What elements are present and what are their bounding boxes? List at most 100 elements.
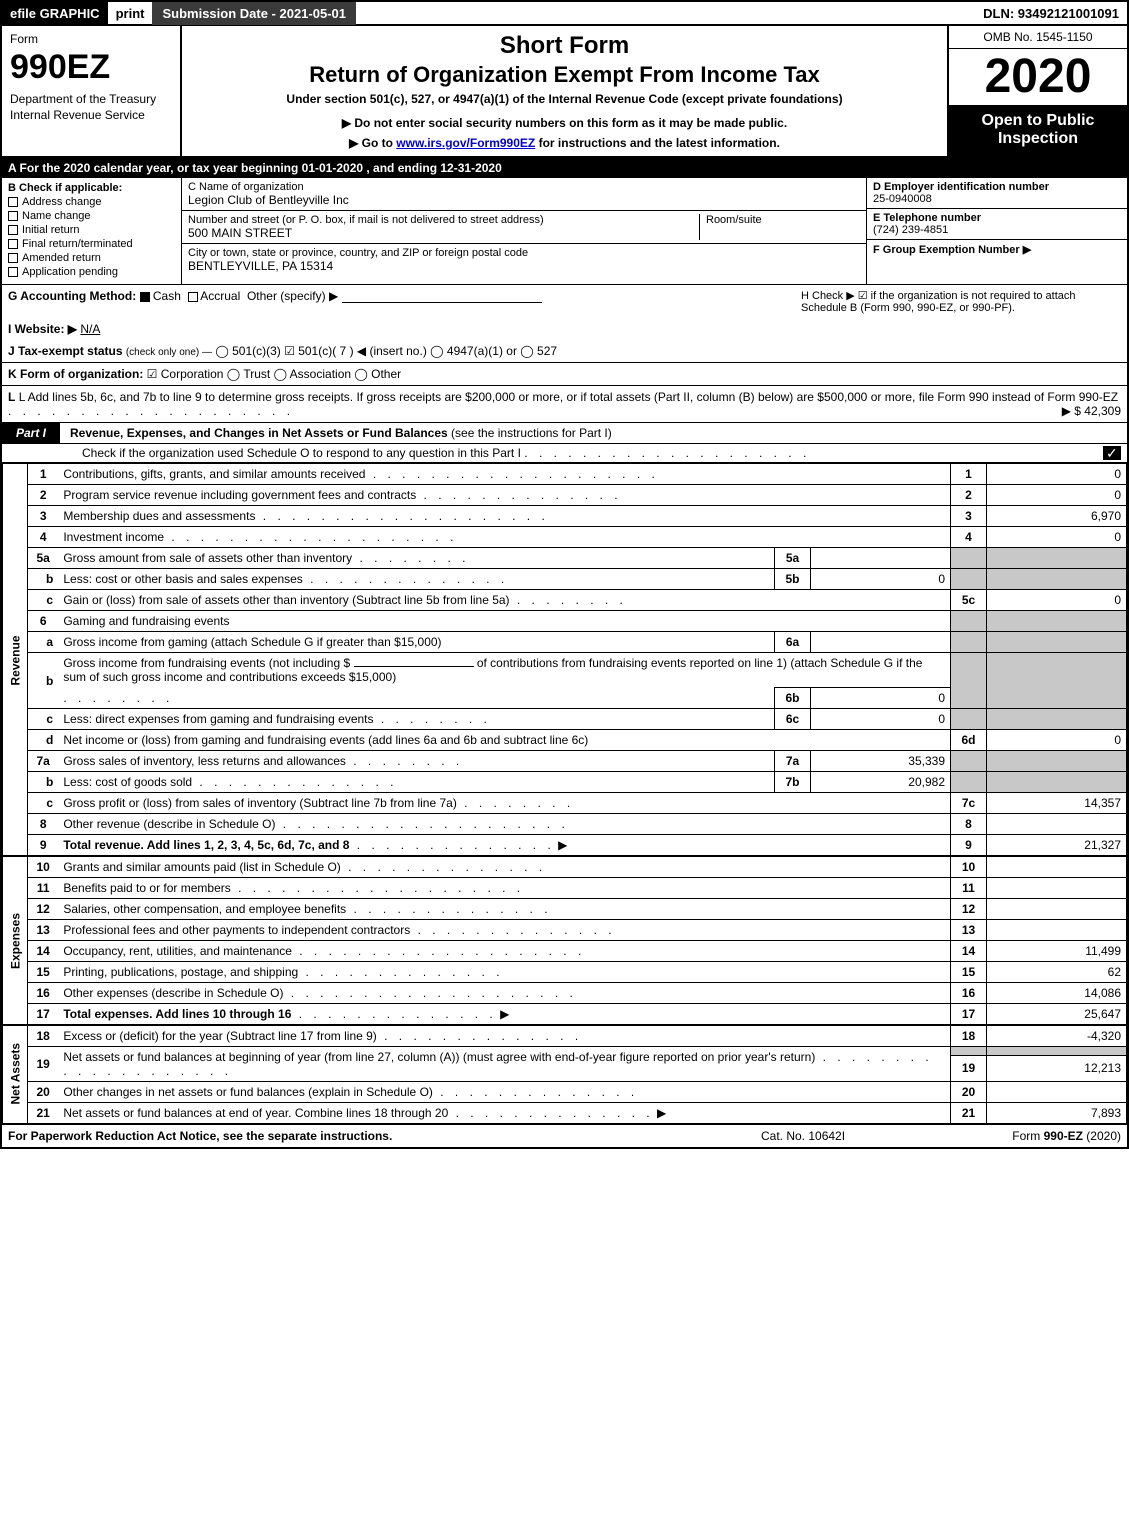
line-6b-no: b [28,653,59,709]
part1-schedule-o-checkbox[interactable] [1103,446,1121,460]
part1-sub: Check if the organization used Schedule … [2,444,1103,462]
part1-title-text: Revenue, Expenses, and Changes in Net As… [70,426,448,440]
line-19-desc: Net assets or fund balances at beginning… [58,1047,950,1082]
line-6c-iv: 0 [811,709,951,730]
line-15-desc: Printing, publications, postage, and shi… [58,962,950,983]
col-b-checkboxes: B Check if applicable: Address change Na… [2,178,182,284]
line-20-no: 20 [28,1082,59,1103]
line-18-rv: -4,320 [987,1025,1127,1047]
checkbox-cash[interactable] [140,292,150,302]
part1-header: Part I Revenue, Expenses, and Changes in… [2,423,1127,444]
g-accrual: Accrual [200,289,240,303]
line-6b-shaded [951,653,987,709]
line-18-rl: 18 [951,1025,987,1047]
phone-value: (724) 239-4851 [873,224,1121,236]
line-9-desc: Total revenue. Add lines 1, 2, 3, 4, 5c,… [58,835,950,857]
line-14-rl: 14 [951,941,987,962]
line-6c-shaded2 [987,709,1127,730]
checkbox-name-change[interactable] [8,211,18,221]
checkbox-initial-return[interactable] [8,225,18,235]
line-17-rv: 25,647 [987,1004,1127,1026]
l-text: L Add lines 5b, 6c, and 7b to line 9 to … [19,390,1118,404]
ein-label: D Employer identification number [873,181,1121,193]
j-opts: ◯ 501(c)(3) ☑ 501(c)( 7 ) ◀ (insert no.)… [215,344,557,358]
line-1-rl: 1 [951,464,987,485]
line-12-desc: Salaries, other compensation, and employ… [58,899,950,920]
return-subtitle: Under section 501(c), 527, or 4947(a)(1)… [192,92,937,106]
line-8-rl: 8 [951,814,987,835]
line-6d-rv: 0 [987,730,1127,751]
short-form-title: Short Form [192,32,937,60]
line-6c-shaded [951,709,987,730]
line-21-rl: 21 [951,1103,987,1124]
line-6-no: 6 [28,611,59,632]
g-other: Other (specify) ▶ [247,289,338,303]
line-6a-il: 6a [775,632,811,653]
efile-graphic-label: efile GRAPHIC [2,2,108,25]
line-10-rl: 10 [951,856,987,878]
line-8-no: 8 [28,814,59,835]
line-7a-no: 7a [28,751,59,772]
dept-treasury: Department of the Treasury [10,92,172,108]
line-6d-desc: Net income or (loss) from gaming and fun… [58,730,950,751]
goto-suffix: for instructions and the latest informat… [535,136,780,150]
line-17-no: 17 [28,1004,59,1026]
irs-link[interactable]: www.irs.gov/Form990EZ [396,136,535,150]
line-6d-no: d [28,730,59,751]
checkbox-amended-return[interactable] [8,253,18,263]
line-20-desc: Other changes in net assets or fund bala… [58,1082,950,1103]
line-11-rv [987,878,1127,899]
line-11-desc: Benefits paid to or for members [58,878,950,899]
checkbox-final-return[interactable] [8,239,18,249]
line-2-no: 2 [28,485,59,506]
g-cash: Cash [153,289,181,303]
line-3-rl: 3 [951,506,987,527]
line-19-rl: 19 [951,1055,987,1081]
print-button[interactable]: print [108,2,153,25]
checkbox-address-change[interactable] [8,197,18,207]
line-13-desc: Professional fees and other payments to … [58,920,950,941]
footer-form: Form 990-EZ (2020) [941,1129,1121,1143]
line-6a-shaded2 [987,632,1127,653]
goto-prefix: ▶ Go to [349,136,396,150]
g-other-blank [342,291,542,303]
return-title: Return of Organization Exempt From Incom… [192,62,937,88]
k-label: K Form of organization: [8,367,143,381]
street-value: 500 MAIN STREET [188,226,693,240]
line-12-rv [987,899,1127,920]
line-6a-desc: Gross income from gaming (attach Schedul… [58,632,774,653]
side-label-revenue: Revenue [3,464,28,857]
line-4-rv: 0 [987,527,1127,548]
col-def: D Employer identification number 25-0940… [867,178,1127,284]
row-h: H Check ▶ ☑ if the organization is not r… [801,289,1121,314]
line-15-no: 15 [28,962,59,983]
line-16-desc: Other expenses (describe in Schedule O) [58,983,950,1004]
group-exemption-label: F Group Exemption Number ▶ [873,243,1121,256]
dept-irs: Internal Revenue Service [10,108,172,124]
line-3-desc: Membership dues and assessments [58,506,950,527]
line-7a-il: 7a [775,751,811,772]
opt-final-return: Final return/terminated [22,238,133,250]
col-b-title: B Check if applicable: [8,182,175,194]
opt-amended-return: Amended return [22,252,101,264]
form-label: Form [10,32,172,46]
line-20-rl: 20 [951,1082,987,1103]
line-1-rv: 0 [987,464,1127,485]
line-14-desc: Occupancy, rent, utilities, and maintena… [58,941,950,962]
line-5a-il: 5a [775,548,811,569]
street-label: Number and street (or P. O. box, if mail… [188,214,693,226]
line-6c-no: c [28,709,59,730]
part1-subheader: Check if the organization used Schedule … [2,444,1127,463]
line-5c-rl: 5c [951,590,987,611]
checkbox-accrual[interactable] [188,292,198,302]
line-2-rl: 2 [951,485,987,506]
form-header: Form 990EZ Department of the Treasury In… [2,26,1127,158]
line-18-desc: Excess or (deficit) for the year (Subtra… [58,1025,950,1047]
footer-form-number: 990-EZ [1044,1129,1083,1143]
line-7b-desc: Less: cost of goods sold [58,772,774,793]
line-7b-il: 7b [775,772,811,793]
line-5a-no: 5a [28,548,59,569]
checkbox-application-pending[interactable] [8,267,18,277]
city-label: City or town, state or province, country… [188,247,860,259]
opt-application-pending: Application pending [22,266,118,278]
